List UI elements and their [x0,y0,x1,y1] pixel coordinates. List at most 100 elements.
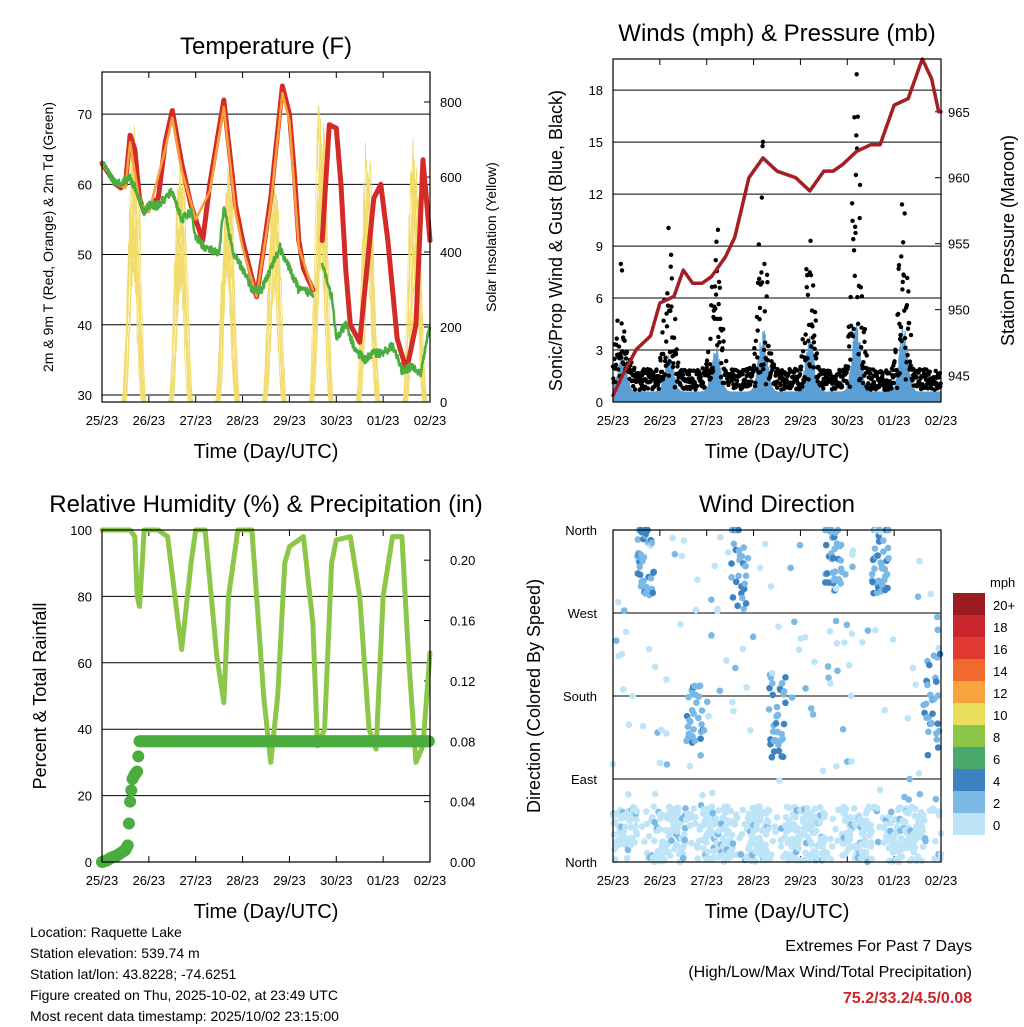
colorbar-label: 6 [993,752,1000,767]
wind-direction-point [740,585,748,593]
y2-tick-label: 800 [440,95,462,110]
gust-point [765,280,770,285]
wind-direction-point [769,837,777,845]
gust-point [862,339,867,344]
y-tick-label: 60 [78,177,92,192]
gust-point [707,362,713,367]
gust-point [615,318,620,323]
wind-direction-point [919,811,927,819]
wind-direction-point [717,534,724,541]
wind-direction-point [671,550,679,558]
gust-point [760,143,765,149]
wind-direction-point [752,857,759,864]
gust-point [860,380,866,386]
extremes-value: 75.2/33.2/4.5/0.08 [843,990,972,1007]
wind-direction-point [847,814,855,821]
gust-point [718,316,723,322]
wind-direction-point [813,827,820,835]
x-tick-label: 26/23 [644,413,677,428]
gust-point [717,285,723,290]
wind-direction-point [693,699,700,707]
colorbar-swatch [953,747,985,769]
gust-point [755,328,760,333]
gust-point [908,332,914,338]
wind-direction-point [848,630,856,637]
wind-direction-point [811,805,819,813]
wind-direction-point [881,706,889,714]
gust-point [856,351,861,357]
created-text: Figure created on Thu, 2025-10-02, at 23… [30,987,338,1003]
x-tick-label: 01/23 [878,873,911,888]
wind-direction-point [765,825,772,833]
gust-point [808,238,813,243]
wind-direction-point [622,628,630,636]
gust-point [800,337,805,342]
wind-direction-point [697,752,704,759]
gust-point [721,327,726,332]
wind-direction-point [640,553,648,561]
wind-direction-point [735,572,742,580]
wind-direction-point [745,810,753,817]
x-tick-label: 02/23 [414,873,447,888]
gust-point [859,294,865,299]
x-axis-label: Time (Day/UTC) [705,901,850,923]
gust-point [664,311,669,316]
gust-point [805,356,810,361]
colorbar-swatch [953,681,985,703]
wind-direction-point [884,584,891,592]
gust-point [849,201,855,206]
wind-direction-point [767,583,775,590]
plot-frame [101,529,431,863]
wind-direction-point [924,751,932,759]
wind-direction-point [868,570,876,578]
gust-point [861,360,866,365]
precip-point [132,750,145,763]
wind-direction-point [669,534,676,542]
gust-point [708,336,713,341]
gust-point [762,309,768,314]
gust-point [691,368,697,373]
wind-direction-point [715,807,722,814]
gust-point [806,338,811,343]
gust-point [854,72,859,77]
x-tick-label: 02/23 [925,873,958,888]
wind-direction-point [822,541,830,549]
wind-direction-point [766,684,773,692]
chart-panel-2: Winds (mph) & Pressure (mb) Time (Day/UTC… [546,20,1018,463]
colorbar-label: 10 [993,708,1007,723]
gust-point [855,294,860,300]
wind-direction-point [620,828,628,836]
gust-point [852,273,857,279]
wind-direction-point [933,678,940,685]
y-tick-label: 9 [596,239,603,254]
wind-direction-point [686,822,694,829]
y2-tick-label: 0.20 [450,553,475,568]
wind-direction-point [675,805,682,812]
gust-point [672,385,678,390]
gust-point [670,364,676,370]
wind-direction-point [727,807,734,815]
wind-direction-point [769,669,776,677]
station-info: Location: Raquette Lake Station elevatio… [30,922,339,1027]
wind-direction-point [708,632,715,639]
gust-point [906,289,911,294]
wind-direction-point [682,805,689,812]
gust-point [680,372,686,377]
gust-point [740,372,745,377]
wind-direction-point [741,580,748,587]
colorbar-swatch [953,615,985,637]
gust-point [759,270,764,275]
wind-direction-point [650,837,658,845]
gust-point [908,362,913,368]
gust-point [855,321,861,326]
gust-point [902,211,907,216]
wind-direction-point [832,617,840,625]
wind-direction-point [771,736,779,744]
wind-direction-point [690,805,698,812]
gust-point [666,373,672,378]
gust-point [901,273,907,278]
wind-direction-point [826,628,834,635]
wind-direction-point [694,576,701,584]
wind-direction-point [787,564,794,572]
wind-direction-point [656,825,663,833]
